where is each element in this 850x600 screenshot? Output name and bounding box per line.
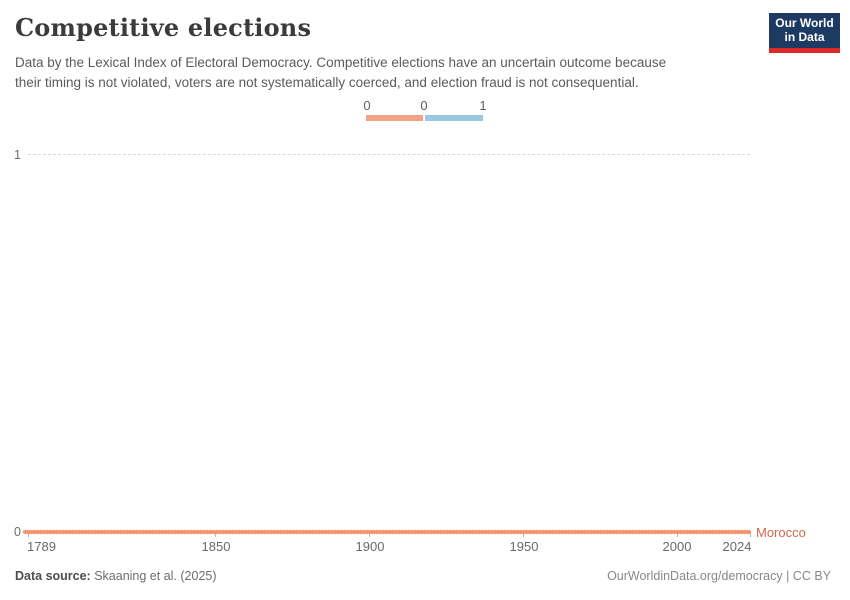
legend-edge-label-0: 0 [363, 98, 371, 113]
data-source-text: Skaaning et al. (2025) [90, 569, 217, 583]
x-axis-tick-1900: 1900 [355, 539, 385, 554]
gridline-y1 [28, 154, 750, 155]
owid-logo[interactable]: Our World in Data [769, 13, 840, 53]
x-axis-tick-1850: 1850 [201, 539, 231, 554]
series-line-morocco[interactable] [20, 525, 756, 539]
chart-subtitle: Data by the Lexical Index of Electoral D… [15, 53, 775, 93]
x-axis-tick-1789: 1789 [27, 539, 56, 554]
legend-edge-label-2: 1 [479, 98, 487, 113]
value-legend: 0 0 1 [363, 98, 487, 124]
x-tick-mark-1850 [215, 533, 216, 537]
x-tick-mark-2000 [677, 533, 678, 537]
owid-logo-line2: in Data [784, 29, 825, 44]
x-axis-tick-2000: 2000 [662, 539, 692, 554]
page-title: Competitive elections [15, 13, 312, 42]
data-source-note: Data source: Skaaning et al. (2025) [15, 569, 217, 583]
data-source-prefix: Data source: [15, 569, 91, 583]
x-tick-mark-2024 [750, 533, 751, 537]
y-axis-tick-0: 0 [14, 525, 21, 539]
legend-bin-orange[interactable] [366, 115, 423, 121]
x-axis-tick-1950: 1950 [509, 539, 539, 554]
x-tick-mark-1789 [28, 533, 29, 537]
chart-subtitle-line1: Data by the Lexical Index of Electoral D… [15, 55, 667, 70]
legend-edge-label-1: 0 [420, 98, 428, 113]
x-axis-tick-2024: 2024 [722, 539, 752, 554]
legend-bin-blue[interactable] [425, 115, 483, 121]
chart-subtitle-line2: their timing is not violated, voters are… [15, 75, 639, 90]
x-tick-mark-1950 [523, 533, 524, 537]
owid-logo-line1: Our World [775, 16, 834, 30]
y-axis-tick-1: 1 [14, 148, 21, 162]
entity-label-morocco[interactable]: Morocco [756, 525, 806, 540]
x-tick-mark-1900 [369, 533, 370, 537]
owid-credit-link[interactable]: OurWorldinData.org/democracy | CC BY [607, 569, 831, 583]
